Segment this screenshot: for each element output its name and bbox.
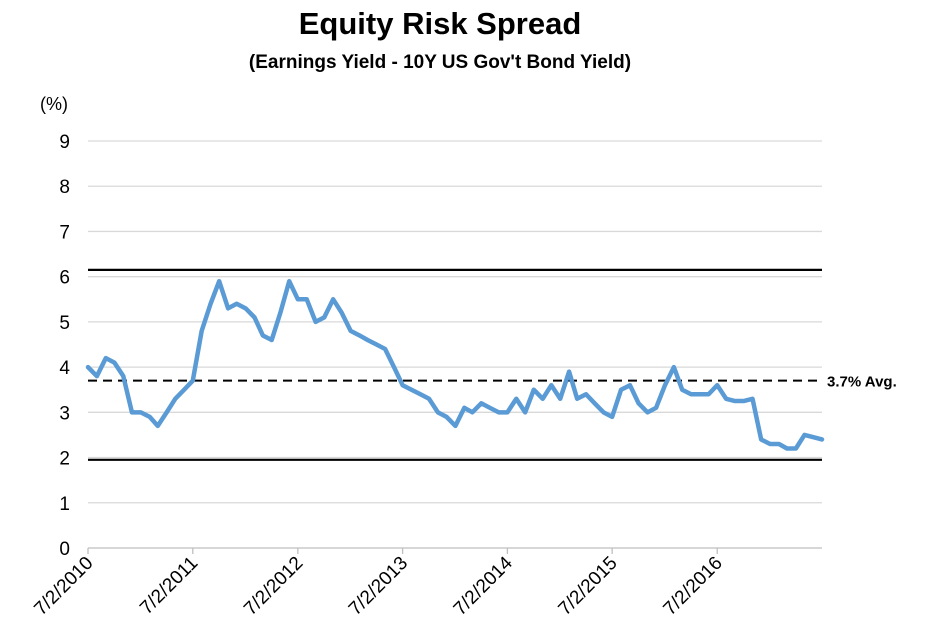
- chart-subtitle: (Earnings Yield - 10Y US Gov't Bond Yiel…: [249, 52, 631, 73]
- y-tick-label: 5: [59, 313, 70, 334]
- x-tick-label: 7/2/2011: [136, 553, 202, 619]
- x-tick-label: 7/2/2012: [240, 553, 307, 620]
- y-tick-label: 2: [59, 449, 70, 470]
- y-tick-label: 1: [59, 494, 70, 515]
- chart-title: Equity Risk Spread: [299, 6, 582, 41]
- x-tick-label: 7/2/2014: [450, 552, 517, 619]
- y-tick-label: 9: [59, 132, 70, 153]
- y-tick-label: 4: [59, 358, 70, 379]
- y-axis-label: (%): [40, 94, 68, 114]
- x-tick-label: 7/2/2015: [555, 553, 622, 620]
- x-tick-label: 7/2/2016: [660, 553, 727, 620]
- y-tick-label: 0: [59, 539, 70, 560]
- y-tick-label: 6: [59, 268, 70, 289]
- x-tick-label: 7/2/2010: [30, 553, 97, 620]
- y-tick-label: 3: [59, 403, 70, 424]
- data-line: [85, 278, 825, 451]
- average-label: 3.7% Avg.: [827, 374, 897, 391]
- x-tick-label: 7/2/2013: [345, 553, 412, 620]
- y-tick-label: 8: [59, 177, 70, 198]
- y-tick-label: 7: [59, 222, 70, 243]
